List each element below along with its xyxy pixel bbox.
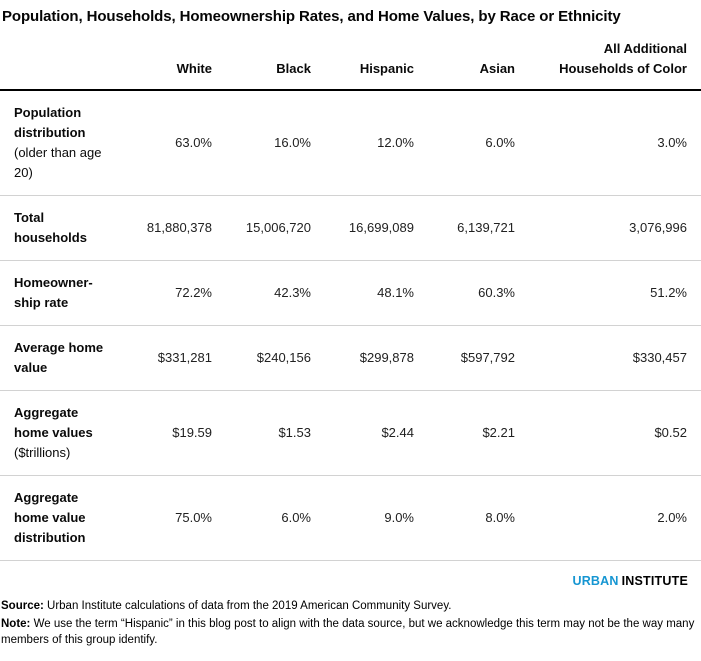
table-row-aggregate-home-value-distribution: Aggregate home value distribution 75.0% … [0, 476, 701, 561]
cell-value: 9.0% [311, 476, 414, 561]
row-label-note: (older than age 20) [14, 145, 102, 180]
cell-value: $19.59 [142, 391, 212, 476]
cell-value: 6.0% [414, 91, 515, 196]
table-row-total-households: Total households 81,880,378 15,006,720 1… [0, 196, 701, 261]
col-header-hispanic: Hispanic [311, 25, 414, 91]
cell-value: $240,156 [212, 326, 311, 391]
source-text: Urban Institute calculations of data fro… [43, 600, 452, 612]
row-label-bold: Average home value [14, 340, 104, 375]
cell-value: 75.0% [142, 476, 212, 561]
data-table: White Black Hispanic Asian All Additiona… [0, 25, 701, 561]
row-label: Aggregate home values ($trillions) [0, 391, 142, 476]
col-header-asian: Asian [414, 25, 515, 91]
row-label: Average home value [0, 326, 142, 391]
cell-value: 15,006,720 [212, 196, 311, 261]
cell-value: $331,281 [142, 326, 212, 391]
header-row: White Black Hispanic Asian All Additiona… [0, 25, 701, 91]
cell-value: $2.21 [414, 391, 515, 476]
cell-value: 81,880,378 [142, 196, 212, 261]
row-label-bold: Aggregate home value distribution [14, 490, 86, 545]
row-label: Total households [0, 196, 142, 261]
row-label-bold: Population distribution [14, 105, 86, 140]
logo-urban-text: URBAN [572, 574, 619, 588]
table-row-homeownership-rate: Homeowner- ship rate 72.2% 42.3% 48.1% 6… [0, 261, 701, 326]
table-row-average-home-value: Average home value $331,281 $240,156 $29… [0, 326, 701, 391]
note-label: Note: [1, 618, 31, 630]
table-row-population-distribution: Population distribution (older than age … [0, 91, 701, 196]
row-label-note: ($trillions) [14, 445, 71, 460]
source-line: Source: Urban Institute calculations of … [1, 598, 700, 614]
source-label: Source: [1, 600, 44, 612]
logo-institute-text: INSTITUTE [621, 574, 688, 588]
cell-value: 60.3% [414, 261, 515, 326]
row-label-bold: Aggregate home values [14, 405, 93, 440]
col-header-white: White [142, 25, 212, 91]
cell-value: 3,076,996 [515, 196, 701, 261]
cell-value: $2.44 [311, 391, 414, 476]
row-label: Population distribution (older than age … [0, 91, 142, 196]
cell-value: 2.0% [515, 476, 701, 561]
row-label: Aggregate home value distribution [0, 476, 142, 561]
col-header-empty [0, 25, 142, 91]
cell-value: 16.0% [212, 91, 311, 196]
cell-value: 8.0% [414, 476, 515, 561]
cell-value: 42.3% [212, 261, 311, 326]
page-title: Population, Households, Homeownership Ra… [2, 8, 621, 25]
col-header-all-additional: All Additional Households of Color [515, 25, 701, 91]
cell-value: $299,878 [311, 326, 414, 391]
cell-value: $597,792 [414, 326, 515, 391]
cell-value: 6.0% [212, 476, 311, 561]
cell-value: 12.0% [311, 91, 414, 196]
cell-value: 16,699,089 [311, 196, 414, 261]
cell-value: 3.0% [515, 91, 701, 196]
cell-value: 63.0% [142, 91, 212, 196]
table-row-aggregate-home-values: Aggregate home values ($trillions) $19.5… [0, 391, 701, 476]
cell-value: $0.52 [515, 391, 701, 476]
note-text: We use the term “Hispanic” in this blog … [1, 618, 695, 646]
cell-value: $330,457 [515, 326, 701, 391]
urban-institute-logo: URBAN INSTITUTE [0, 574, 688, 588]
note-line: Note: We use the term “Hispanic” in this… [1, 616, 700, 648]
cell-value: 51.2% [515, 261, 701, 326]
cell-value: $1.53 [212, 391, 311, 476]
row-label-bold: Homeowner- ship rate [14, 275, 93, 310]
cell-value: 48.1% [311, 261, 414, 326]
cell-value: 6,139,721 [414, 196, 515, 261]
table-figure: Population, Households, Homeownership Ra… [0, 8, 701, 661]
row-label-bold: Total households [14, 210, 87, 245]
cell-value: 72.2% [142, 261, 212, 326]
col-header-black: Black [212, 25, 311, 91]
row-label: Homeowner- ship rate [0, 261, 142, 326]
